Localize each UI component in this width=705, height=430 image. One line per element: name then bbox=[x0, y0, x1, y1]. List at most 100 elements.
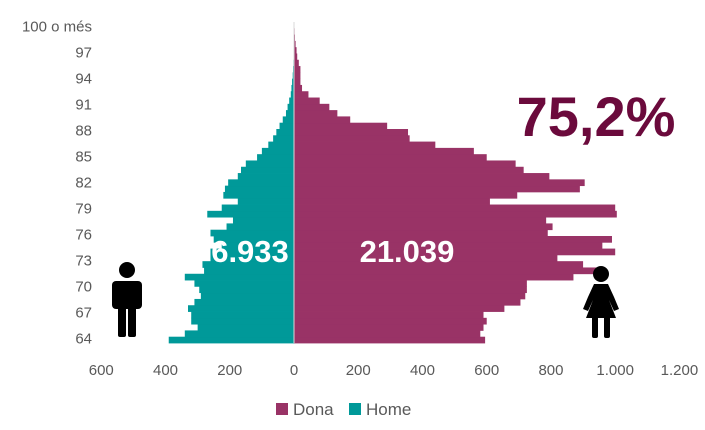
dona-bar bbox=[294, 103, 330, 111]
dona-bar bbox=[294, 305, 505, 312]
series-home-bars bbox=[168, 22, 294, 344]
y-tick-label: 70 bbox=[75, 279, 92, 296]
home-bar bbox=[188, 305, 294, 312]
dona-bar bbox=[294, 160, 516, 168]
dona-bar bbox=[294, 154, 487, 161]
home-bar bbox=[221, 204, 294, 212]
dona-bar bbox=[294, 204, 616, 212]
home-bar bbox=[292, 72, 294, 80]
x-tick-label: 1.200 bbox=[661, 362, 699, 379]
home-bar bbox=[226, 223, 294, 231]
dona-bar bbox=[294, 72, 301, 80]
home-bar bbox=[168, 336, 294, 344]
dona-bar bbox=[294, 254, 558, 262]
dona-bar bbox=[294, 66, 301, 73]
dona-bar bbox=[294, 40, 296, 48]
y-tick-label: 76 bbox=[75, 227, 92, 244]
home-bar bbox=[237, 173, 294, 180]
dona-bar bbox=[294, 47, 297, 54]
dona-bar bbox=[294, 317, 487, 325]
dona-bar bbox=[294, 286, 527, 294]
legend-label-dona: Dona bbox=[293, 400, 334, 419]
dona-bar bbox=[294, 110, 338, 117]
y-tick-label: 73 bbox=[75, 253, 92, 270]
home-bar bbox=[194, 298, 294, 306]
x-tick-label: 200 bbox=[217, 362, 242, 379]
dona-bar bbox=[294, 280, 527, 287]
home-bar bbox=[285, 110, 294, 117]
dona-bar bbox=[294, 210, 617, 218]
y-tick-label: 97 bbox=[75, 44, 92, 61]
legend: Dona Home bbox=[276, 400, 411, 419]
total-dona-label: 21.039 bbox=[360, 234, 455, 269]
home-bar bbox=[291, 84, 294, 92]
home-bar bbox=[287, 103, 294, 111]
dona-bar bbox=[294, 84, 303, 92]
dona-bar bbox=[294, 229, 548, 237]
x-tick-label: 1.000 bbox=[596, 362, 634, 379]
dona-bar bbox=[294, 273, 574, 281]
home-bar bbox=[184, 330, 294, 338]
dona-bar bbox=[294, 324, 484, 331]
y-tick-label: 64 bbox=[75, 331, 92, 348]
dona-bar bbox=[294, 223, 553, 231]
home-bar bbox=[202, 261, 294, 268]
dona-bar bbox=[294, 267, 601, 275]
y-tick-label: 100 o més bbox=[22, 18, 92, 35]
female-person-icon bbox=[583, 266, 619, 338]
legend-label-home: Home bbox=[366, 400, 411, 419]
dona-bar bbox=[294, 53, 298, 61]
home-bar bbox=[210, 248, 294, 256]
home-bar bbox=[199, 286, 294, 294]
home-bar bbox=[241, 166, 294, 174]
dona-bar bbox=[294, 217, 547, 224]
dona-bar bbox=[294, 336, 486, 344]
dona-bar bbox=[294, 78, 301, 86]
home-bar bbox=[276, 129, 294, 136]
y-tick-label: 85 bbox=[75, 148, 92, 165]
home-bar bbox=[279, 122, 294, 130]
home-bar bbox=[210, 254, 294, 262]
y-tick-label: 79 bbox=[75, 201, 92, 218]
home-bar bbox=[191, 311, 294, 319]
dona-bar bbox=[294, 236, 612, 243]
home-bar bbox=[273, 135, 294, 142]
home-bar bbox=[207, 210, 294, 218]
home-bar bbox=[191, 317, 294, 325]
x-tick-label: 800 bbox=[538, 362, 563, 379]
home-bar bbox=[268, 141, 294, 149]
dona-bar bbox=[294, 330, 481, 338]
home-bar bbox=[289, 97, 294, 105]
dona-bar bbox=[294, 248, 616, 256]
home-bar bbox=[221, 242, 294, 249]
dona-bar bbox=[294, 198, 490, 205]
dona-bar bbox=[294, 185, 580, 193]
y-tick-label: 91 bbox=[75, 96, 92, 113]
y-tick-label: 94 bbox=[75, 70, 92, 87]
dona-bar bbox=[294, 242, 603, 249]
home-bar bbox=[204, 267, 294, 275]
home-bar bbox=[210, 229, 294, 237]
dona-bar bbox=[294, 135, 410, 142]
dona-bar bbox=[294, 116, 351, 124]
x-tick-label: 600 bbox=[474, 362, 499, 379]
legend-swatch-dona bbox=[276, 403, 288, 415]
dona-bar bbox=[294, 292, 526, 300]
dona-bar bbox=[294, 129, 409, 136]
home-bar bbox=[184, 273, 294, 281]
dona-bar bbox=[294, 97, 320, 105]
series-dona-bars bbox=[294, 22, 617, 344]
total-home-label: 6.933 bbox=[211, 234, 289, 269]
dona-bar bbox=[294, 141, 436, 149]
y-tick-label: 88 bbox=[75, 122, 92, 139]
y-axis-tick-labels: 64 67 70 73 76 79 82 85 88 91 94 97 100 o més bbox=[22, 18, 92, 347]
dona-bar bbox=[294, 179, 585, 187]
x-tick-label: 0 bbox=[290, 362, 298, 379]
home-bar bbox=[245, 160, 294, 168]
x-tick-label: 600 bbox=[89, 362, 114, 379]
y-tick-label: 82 bbox=[75, 175, 92, 192]
home-bar bbox=[223, 191, 294, 199]
home-bar bbox=[257, 154, 294, 161]
home-bar bbox=[197, 324, 294, 331]
